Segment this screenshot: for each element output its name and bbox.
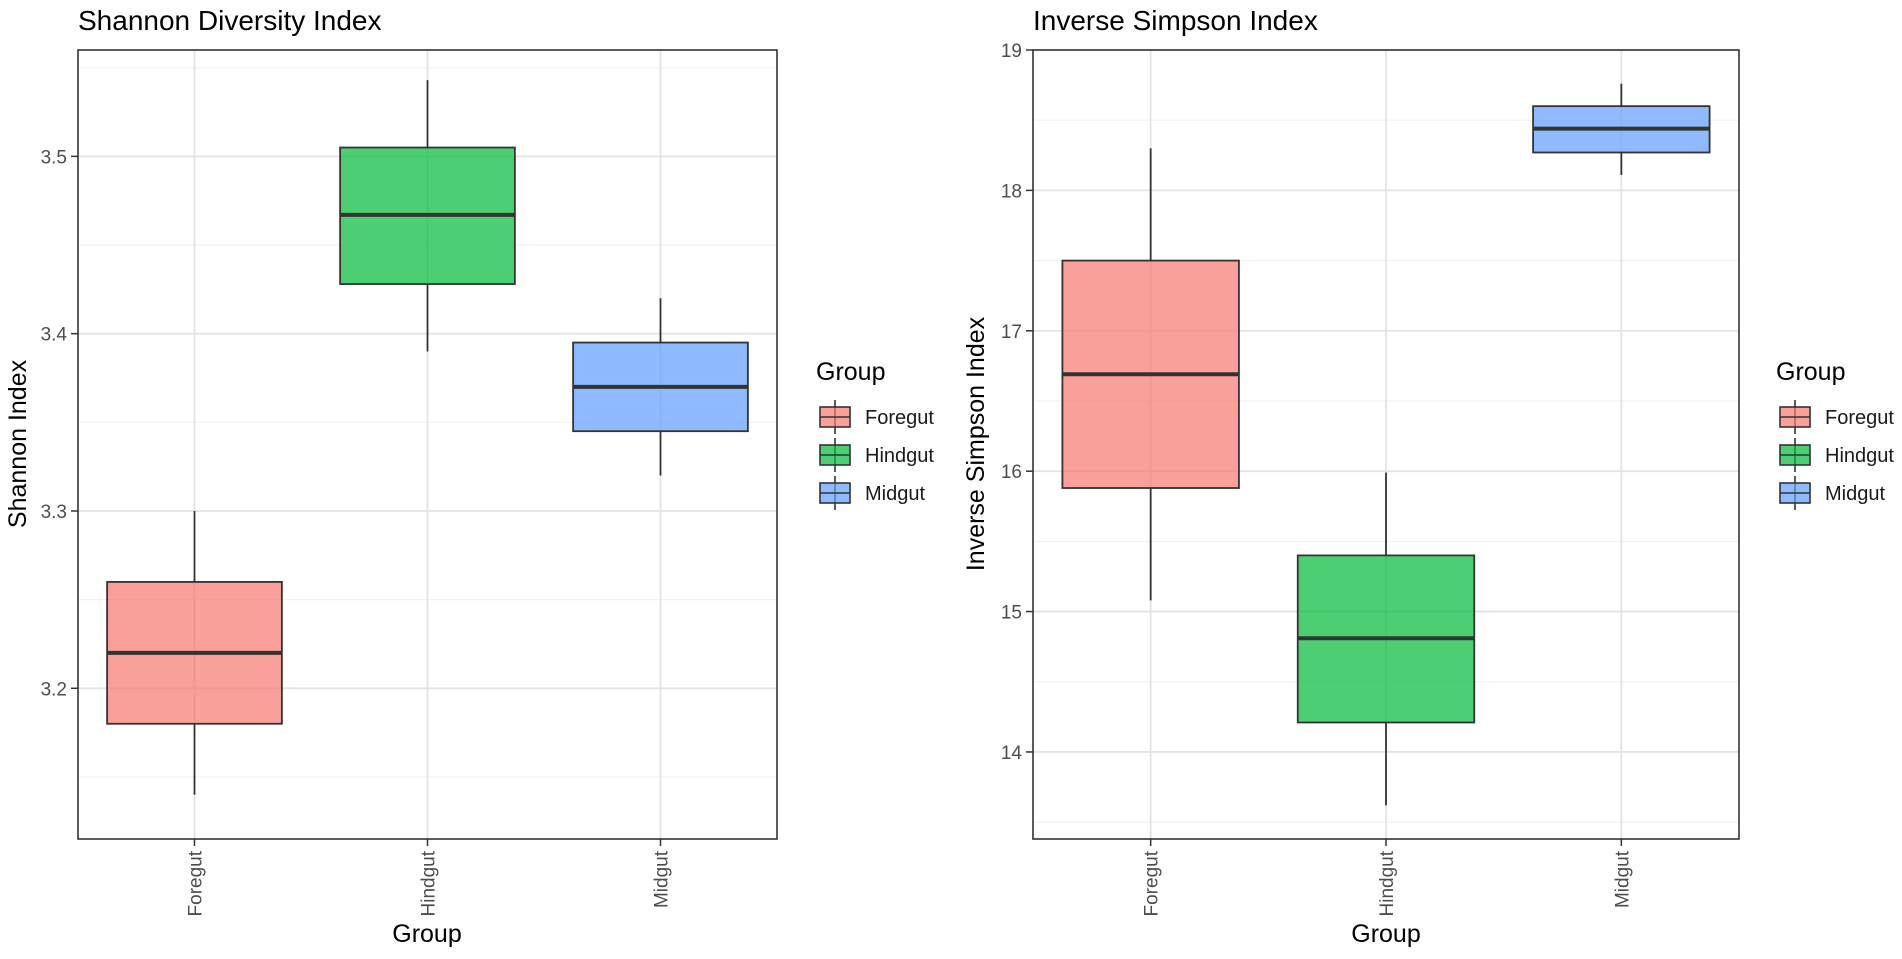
shannon-x-axis-title: Group (392, 920, 461, 948)
invsimpson-legend-title: Group (1776, 358, 1845, 386)
invsimpson-legend-key-midgut (1779, 476, 1811, 510)
shannon-legend-key-midgut (819, 476, 851, 510)
invsimpson-y-axis: 14 15 16 17 18 19 (1001, 41, 1033, 764)
invsimpson-box-midgut (1532, 83, 1711, 175)
invsimpson-legend-key-foregut (1779, 400, 1811, 434)
shannon-chart-title: Shannon Diversity Index (78, 5, 382, 36)
invsimpson-chart-title: Inverse Simpson Index (1033, 5, 1318, 36)
shannon-legend-label-midgut: Midgut (865, 483, 925, 505)
shannon-boxes (106, 80, 749, 795)
shannon-x-tick-label-foregut: Foregut (186, 850, 207, 916)
invsimpson-y-tick-label: 14 (1001, 743, 1023, 764)
shannon-legend-label-foregut: Foregut (865, 407, 934, 429)
shannon-chart: Shannon Diversity Index 3.2 3.3 3.4 3.5 For… (4, 5, 934, 948)
invsimpson-legend: Group Foregut Hindgut Midgut (1776, 358, 1894, 510)
shannon-legend-title: Group (816, 358, 885, 386)
invsimpson-legend-label-foregut: Foregut (1825, 407, 1894, 429)
invsimpson-box-hindgut (1296, 472, 1476, 806)
shannon-box-midgut (572, 298, 749, 476)
shannon-legend-key-hindgut (819, 438, 851, 472)
shannon-legend: Group Foregut Hindgut Midgut (816, 358, 934, 510)
invsimpson-x-tick-label-hindgut: Hindgut (1377, 850, 1398, 916)
invsimpson-box-foregut (1061, 148, 1240, 601)
invsimpson-chart: Inverse Simpson Index 14 15 16 17 18 19 Foreg… (962, 5, 1894, 948)
shannon-x-tick-label-hindgut: Hindgut (419, 850, 440, 916)
shannon-legend-key-foregut (819, 400, 851, 434)
shannon-x-tick-label-midgut: Midgut (652, 850, 673, 908)
invsimpson-x-axis-title: Group (1351, 920, 1420, 948)
invsimpson-y-tick-label: 15 (1001, 603, 1022, 624)
invsimpson-legend-label-midgut: Midgut (1825, 483, 1885, 505)
invsimpson-legend-key-hindgut (1779, 438, 1811, 472)
shannon-y-tick-label: 3.2 (41, 679, 67, 700)
invsimpson-x-axis: Foregut Hindgut Midgut (1142, 839, 1633, 917)
invsimpson-y-axis-title: Inverse Simpson Index (962, 316, 990, 571)
shannon-box-hindgut (339, 80, 516, 352)
shannon-y-tick-label: 3.5 (41, 147, 67, 168)
invsimpson-x-tick-label-foregut: Foregut (1142, 850, 1163, 916)
invsimpson-y-tick-label: 16 (1001, 462, 1022, 483)
invsimpson-boxes (1061, 83, 1711, 806)
invsimpson-legend-label-hindgut: Hindgut (1825, 445, 1894, 467)
shannon-y-tick-label: 3.3 (41, 502, 67, 523)
invsimpson-y-tick-label: 19 (1001, 41, 1022, 62)
invsimpson-y-tick-label: 17 (1001, 322, 1022, 343)
invsimpson-x-tick-label-midgut: Midgut (1612, 850, 1633, 908)
shannon-y-axis: 3.2 3.3 3.4 3.5 (41, 147, 78, 700)
shannon-y-tick-label: 3.4 (41, 325, 68, 346)
shannon-y-axis-title: Shannon Index (4, 359, 32, 528)
shannon-x-axis: Foregut Hindgut Midgut (186, 839, 673, 917)
shannon-box-foregut (106, 510, 283, 795)
invsimpson-y-tick-label: 18 (1001, 181, 1022, 202)
shannon-legend-label-hindgut: Hindgut (865, 445, 934, 467)
